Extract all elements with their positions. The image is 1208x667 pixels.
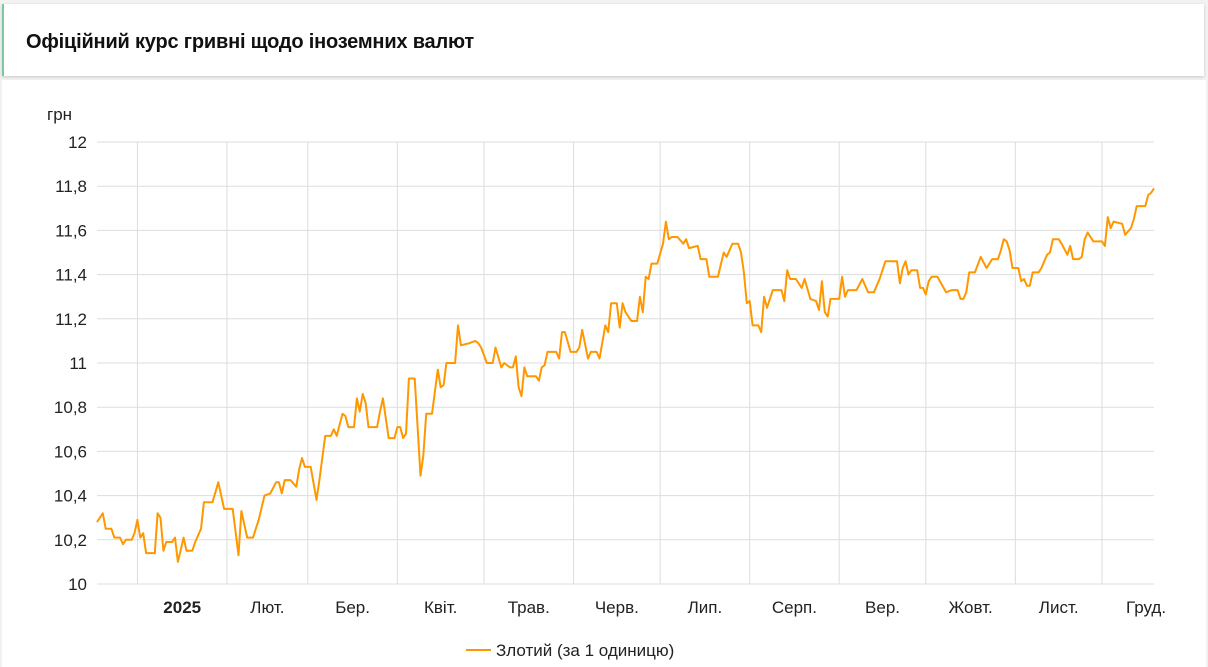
x-tick-label: Лют. [250,598,284,617]
page-title: Офіційний курс гривні щодо іноземних вал… [26,31,474,53]
grid [97,141,1154,585]
exchange-rate-chart: 10 10,2 10,4 10,6 10,8 11 11,2 11,4 11,6 11,8 12 2… [47,105,1166,660]
y-tick-label: 12 [68,133,87,152]
y-axis: 10 10,2 10,4 10,6 10,8 11 11,2 11,4 11,6 11,8 12 [54,133,87,594]
x-tick-label: Груд. [1126,598,1166,617]
x-tick-label: Лип. [688,598,723,617]
y-tick-label: 10,4 [54,487,87,506]
y-tick-label: 11,4 [55,266,87,285]
x-tick-label: Вер. [865,598,900,617]
y-tick-label: 10,8 [54,398,87,417]
y-tick-label: 11 [69,354,87,373]
y-tick-label: 11,6 [55,221,87,240]
x-tick-label: 2025 [163,598,201,617]
chart-card: 10 10,2 10,4 10,6 10,8 11 11,2 11,4 11,6 11,8 12 2… [2,80,1206,667]
x-axis: 2025 Лют. Бер. Квіт. Трав. Черв. Лип. Серп. Вер.… [163,598,1166,617]
y-tick-label: 10,6 [54,442,87,461]
x-tick-label: Трав. [508,598,550,617]
y-tick-label: 10,2 [54,531,87,550]
legend-label: Злотий (за 1 одиницю) [496,641,674,660]
x-tick-label: Серп. [772,598,817,617]
x-tick-label: Квіт. [424,598,457,617]
x-tick-label: Лист. [1039,598,1079,617]
x-tick-label: Жовт. [948,598,992,617]
y-tick-label: 11,8 [55,177,87,196]
series-line-zloty [96,187,1155,563]
x-tick-label: Черв. [595,598,639,617]
y-tick-label: 10 [68,575,87,594]
x-tick-label: Бер. [335,598,370,617]
y-axis-label: грн [47,105,72,124]
legend[interactable]: Злотий (за 1 одиницю) [466,641,674,660]
page-header: Офіційний курс гривні щодо іноземних вал… [2,4,1204,76]
y-tick-label: 11,2 [55,310,87,329]
